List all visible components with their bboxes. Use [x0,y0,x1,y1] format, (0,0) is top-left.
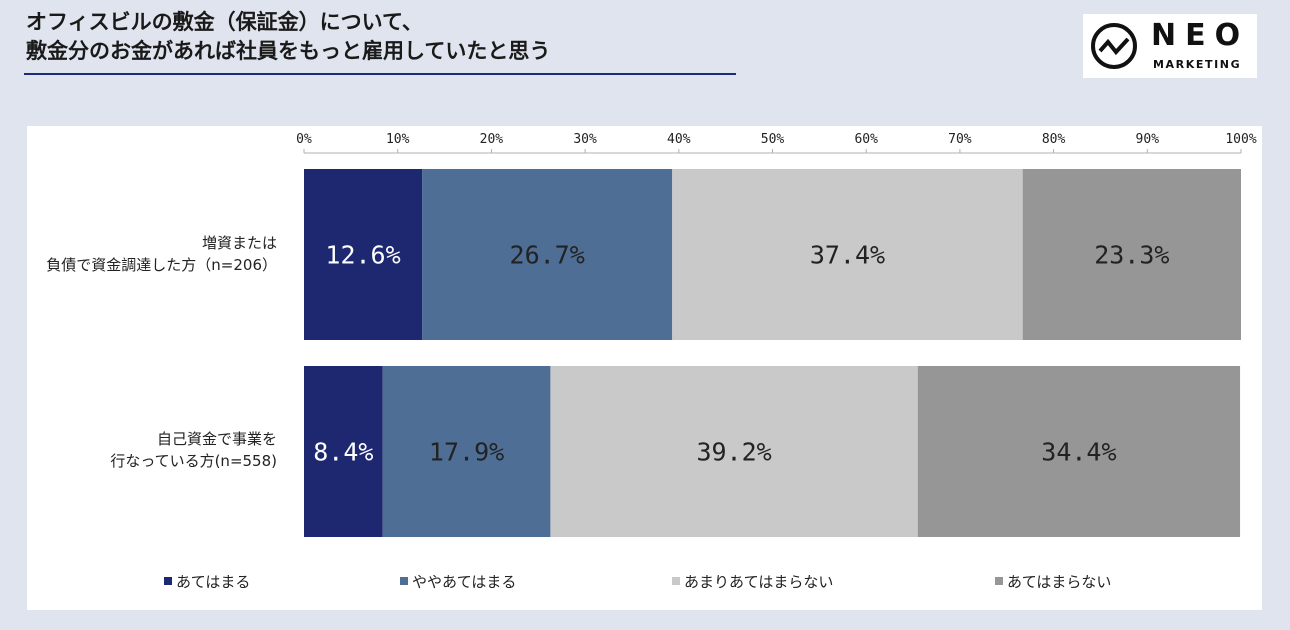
data-label-1-1: 12.6% [325,241,400,270]
data-label-2-4: 34.4% [1041,438,1116,467]
x-tick-label-2: 20% [480,132,504,147]
category-label-1-line-2: 負債で資金調達した方（n=206） [46,256,277,274]
legend-item-4: あてはまらない [995,570,1111,592]
legend-item-2: ややあてはまる [400,570,516,592]
zigzag-circle-icon [1091,23,1137,69]
data-label-2-3: 39.2% [696,438,771,467]
legend-swatch-1 [164,577,172,585]
category-label-1-line-1: 増資または [201,234,277,252]
title-line-1: オフィスビルの敷金（保証金）について、 [26,10,423,34]
brand-logo: NEO MARKETING [1083,14,1257,78]
x-tick-label-9: 90% [1136,132,1160,147]
bar-1-3 [672,169,1023,340]
bar-1-1 [304,169,423,340]
x-tick-label-10: 100% [1225,132,1256,147]
legend-item-1: あてはまる [164,570,250,592]
bar-1-2 [422,169,673,340]
logo-wordmark: NEO [1151,18,1250,53]
x-tick-label-0: 0% [296,132,312,147]
data-label-2-2: 17.9% [429,438,504,467]
legend-label-2: ややあてはまる [412,572,517,591]
chart-title: オフィスビルの敷金（保証金）について、 敷金分のお金があれば社員をもっと雇用して… [26,8,550,66]
legend-item-3: あまりあてはまらない [672,570,833,592]
category-label-2: 自己資金で事業を 行なっている方(n=558) [110,428,277,472]
category-label-1: 増資または 負債で資金調達した方（n=206） [46,232,277,276]
x-tick-label-1: 10% [386,132,410,147]
bar-1-4 [1022,169,1241,340]
x-tick-label-4: 40% [667,132,691,147]
legend-label-3: あまりあてはまらない [684,572,834,591]
data-label-2-1: 8.4% [313,438,373,467]
legend-label-1: あてはまる [176,572,251,591]
bar-2-4 [917,366,1241,537]
data-label-1-3: 37.4% [810,241,885,270]
legend-swatch-3 [672,577,680,585]
data-label-1-2: 26.7% [510,241,585,270]
legend-swatch-2 [400,577,408,585]
legend-swatch-4 [995,577,1003,585]
x-tick-label-5: 50% [761,132,785,147]
logo-subtext: MARKETING [1153,58,1242,71]
chart-panel: 0% 10% 20% 30% 40% 50% 60% 70% 80% 90% 100% 12.6% 26… [27,126,1262,610]
bar-2-3 [550,366,918,537]
stacked-bar-chart: 0% 10% 20% 30% 40% 50% 60% 70% 80% 90% 100% 12.6% 26… [296,132,1257,537]
x-tick-label-8: 80% [1042,132,1066,147]
data-label-1-4: 23.3% [1094,241,1169,270]
category-label-2-line-1: 自己資金で事業を [156,430,277,448]
category-label-2-line-2: 行なっている方(n=558) [110,452,277,470]
x-tick-label-7: 70% [948,132,972,147]
bar-2-1 [304,366,383,537]
title-line-2: 敷金分のお金があれば社員をもっと雇用していたと思う [26,39,551,63]
bar-2-2 [382,366,551,537]
x-tick-label-3: 30% [573,132,597,147]
legend-label-4: あてはまらない [1007,572,1112,591]
title-underline [24,73,736,75]
x-tick-label-6: 60% [854,132,878,147]
